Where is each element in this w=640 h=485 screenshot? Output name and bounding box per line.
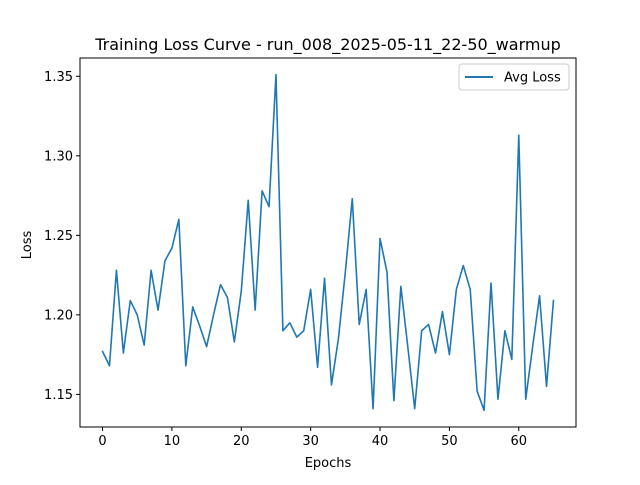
y-tick-label-0: 1.15 bbox=[44, 388, 73, 403]
chart-title: Training Loss Curve - run_008_2025-05-11… bbox=[94, 35, 561, 55]
plot-area: 0 10 20 30 40 50 60 1.15 1.20 1.25 1.30 1.35 bbox=[44, 57, 577, 449]
x-axis-label: Epochs bbox=[305, 456, 352, 471]
legend-box bbox=[458, 63, 570, 91]
x-tick-label-60: 60 bbox=[510, 434, 527, 449]
x-tick-label-0: 0 bbox=[98, 434, 106, 449]
plot-frame bbox=[79, 57, 577, 428]
legend-label-avg-loss: Avg Loss bbox=[504, 71, 561, 86]
y-tick-label-3: 1.30 bbox=[44, 149, 73, 164]
x-tick-label-50: 50 bbox=[441, 434, 458, 449]
legend: Avg Loss bbox=[458, 63, 570, 91]
series-line-avg-loss bbox=[101, 73, 555, 412]
y-tick-label-1: 1.20 bbox=[44, 308, 73, 323]
x-tick-label-30: 30 bbox=[302, 434, 319, 449]
x-tick-label-20: 20 bbox=[233, 434, 250, 449]
y-tick-label-2: 1.25 bbox=[44, 229, 73, 244]
y-tick-label-4: 1.35 bbox=[44, 70, 73, 85]
y-axis-label: Loss bbox=[20, 231, 35, 260]
x-tick-label-10: 10 bbox=[164, 434, 181, 449]
x-tick-label-40: 40 bbox=[372, 434, 389, 449]
